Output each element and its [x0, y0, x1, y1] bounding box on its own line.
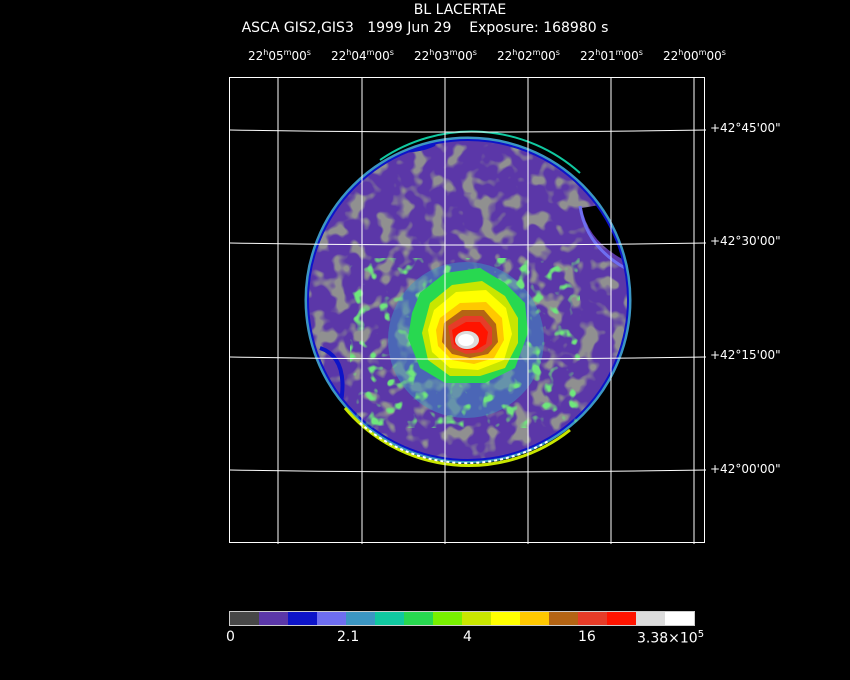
colorbar-swatch [346, 612, 375, 625]
image-frame [229, 77, 706, 544]
ra-label: 22h02m00s [497, 48, 560, 63]
colorbar-swatch [491, 612, 520, 625]
colorbar-swatch [433, 612, 462, 625]
colorbar-swatch [375, 612, 404, 625]
dec-label: +42°15'00" [710, 348, 781, 362]
colorbar-swatch [288, 612, 317, 625]
colorbar-label-max: 3.38×105 [637, 629, 705, 647]
colorbar-label: 16 [578, 629, 596, 645]
dec-label: +42°30'00" [710, 234, 781, 248]
colorbar-swatch [404, 612, 433, 625]
dec-label: +42°45'00" [710, 121, 781, 135]
colorbar-label: 4 [463, 629, 472, 645]
ra-label: 22h04m00s [331, 48, 394, 63]
colorbar-label: 0 [226, 629, 235, 645]
xray-image [230, 78, 706, 544]
ra-label: 22h03m00s [414, 48, 477, 63]
dec-label: +42°00'00" [710, 462, 781, 476]
ra-label: 22h05m00s [248, 48, 311, 63]
colorbar-swatch [259, 612, 288, 625]
colorbar-swatch [317, 612, 346, 625]
colorbar-swatch [665, 612, 694, 625]
color-scale-bar [229, 611, 695, 626]
coordinate-grid [230, 78, 706, 544]
colorbar-swatch [549, 612, 578, 625]
colorbar-swatch [607, 612, 636, 625]
colorbar-swatch [230, 612, 259, 625]
ra-label: 22h00m00s [663, 48, 726, 63]
colorbar-label: 2.1 [337, 629, 360, 645]
image-subtitle: ASCA GIS2,GIS3 1999 Jun 29 Exposure: 168… [241, 20, 609, 36]
colorbar-swatch [578, 612, 607, 625]
colorbar-swatch [636, 612, 665, 625]
ra-label: 22h01m00s [580, 48, 643, 63]
fov-rim [304, 136, 632, 464]
image-title: BL LACERTAE [413, 2, 507, 18]
source-emission [350, 258, 580, 428]
colorbar-swatch [520, 612, 549, 625]
colorbar-swatch [462, 612, 491, 625]
